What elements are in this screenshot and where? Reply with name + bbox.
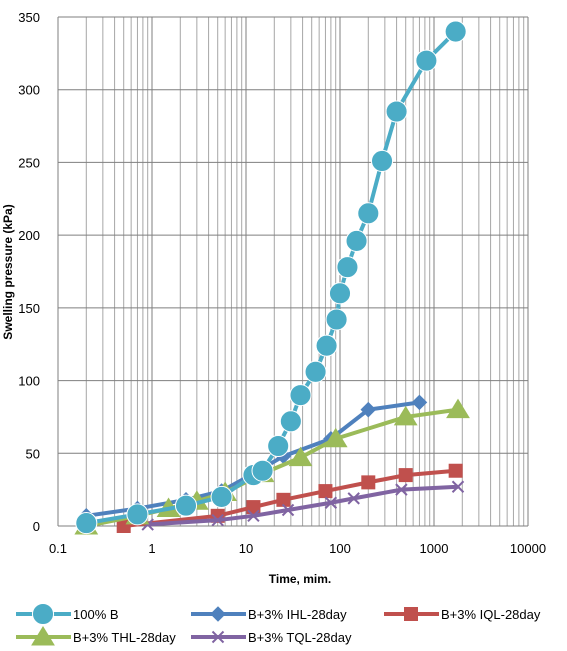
legend-label: B+3% IQL-28day — [441, 607, 541, 622]
data-point — [275, 448, 292, 464]
data-point — [361, 475, 376, 490]
x-tick-label: 1 — [148, 541, 155, 556]
series-100-b — [75, 20, 467, 535]
data-point — [357, 202, 380, 225]
data-point — [31, 625, 55, 646]
data-point — [279, 410, 302, 433]
data-point — [323, 427, 348, 448]
data-point — [276, 492, 291, 507]
data-point — [315, 334, 338, 357]
data-point — [360, 401, 377, 418]
data-point — [395, 483, 408, 496]
data-point — [247, 509, 260, 523]
y-tick-label: 100 — [18, 374, 40, 389]
data-point — [174, 494, 198, 517]
y-tick-label: 350 — [18, 10, 40, 25]
y-tick-label: 300 — [18, 83, 40, 98]
data-point — [328, 282, 352, 305]
data-point — [288, 446, 313, 467]
x-axis-title: Time, mim. — [269, 572, 331, 586]
data-point — [210, 485, 233, 508]
legend-item: B+3% TQL-28day — [191, 630, 352, 645]
series-b-3-tql-28day — [141, 480, 465, 531]
data-point — [126, 503, 149, 526]
y-axis-title: Swelling pressure (kPa) — [1, 204, 15, 339]
data-point — [448, 463, 463, 478]
legend: 100% B B+3% IHL-28day B+3% IQL-28day B+3% T… — [16, 602, 541, 646]
y-tick-label: 0 — [33, 519, 40, 534]
legend-item: B+3% IHL-28day — [191, 606, 347, 622]
x-tick-label: 10000 — [510, 541, 546, 556]
y-tick-label: 150 — [18, 301, 40, 316]
data-point — [246, 500, 261, 515]
data-point — [404, 607, 418, 621]
data-point — [281, 503, 295, 517]
legend-item: B+3% IQL-28day — [384, 607, 541, 622]
series-line — [147, 484, 459, 527]
data-point — [75, 512, 98, 535]
data-point — [289, 384, 312, 407]
data-point — [370, 149, 394, 173]
data-point — [446, 398, 470, 419]
data-point — [267, 434, 290, 458]
y-tick-label: 50 — [26, 446, 40, 461]
legend-label: B+3% THL-28day — [73, 630, 176, 645]
data-point — [415, 49, 438, 72]
data-point — [211, 630, 225, 644]
data-point — [444, 20, 467, 43]
legend-label: B+3% IHL-28day — [248, 607, 347, 622]
data-point — [398, 468, 413, 483]
x-tick-label: 10 — [239, 541, 253, 556]
x-tick-label: 100 — [329, 541, 351, 556]
legend-label: 100% B — [73, 607, 119, 622]
data-point — [393, 405, 418, 426]
data-point — [336, 256, 359, 279]
data-point — [251, 459, 274, 482]
legend-item: B+3% THL-28day — [16, 625, 176, 646]
data-point — [211, 513, 224, 527]
data-point — [411, 394, 428, 411]
data-point — [31, 602, 55, 626]
y-tick-label: 200 — [18, 228, 40, 243]
data-point — [318, 484, 333, 499]
x-tick-label: 0.1 — [49, 541, 67, 556]
y-tick-labels: 0 50 100 150 200 250 300 350 — [18, 10, 40, 534]
data-point — [304, 360, 327, 383]
data-point — [345, 229, 368, 253]
x-tick-label: 1000 — [420, 541, 449, 556]
data-point — [324, 496, 338, 509]
data-point — [347, 492, 360, 505]
legend-label: B+3% TQL-28day — [248, 630, 352, 645]
data-point — [451, 480, 465, 493]
data-point — [325, 308, 348, 331]
series-layer — [74, 20, 470, 535]
data-point — [210, 606, 226, 622]
x-tick-labels: 0.1 1 10 100 1000 10000 — [49, 541, 546, 556]
data-point — [385, 100, 408, 123]
legend-item: 100% B — [16, 602, 119, 626]
y-tick-label: 250 — [18, 155, 40, 170]
